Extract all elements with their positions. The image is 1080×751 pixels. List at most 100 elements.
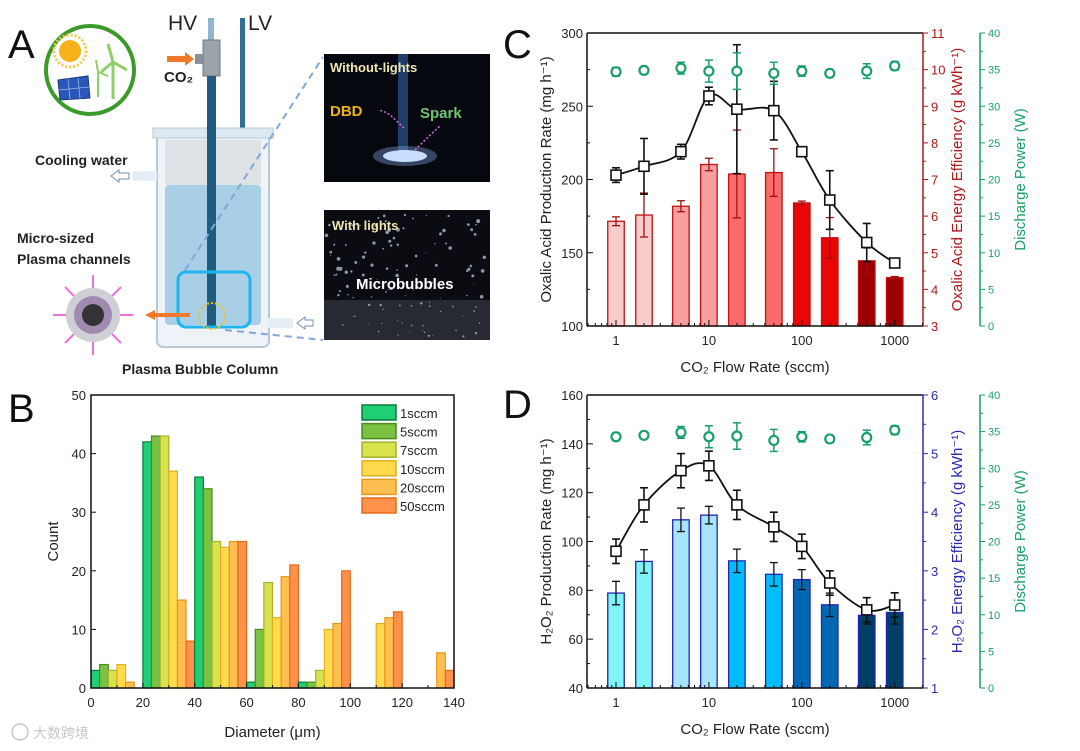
y-axis-title: Oxalic Acid Production Rate (mg h⁻¹)	[538, 56, 555, 302]
y3-tick-label: 30	[988, 101, 1000, 113]
microbubble	[344, 270, 348, 274]
y2-tick-label: 5	[931, 447, 938, 462]
discharge-power-point	[703, 431, 715, 443]
microbubble	[338, 290, 342, 293]
microbubble	[385, 291, 387, 293]
discharge-power-point	[731, 430, 743, 442]
panel-letter-d: D	[503, 383, 532, 427]
microbubble	[359, 283, 363, 286]
x-tick-label: 80	[291, 695, 305, 710]
y2-tick-label: 6	[931, 209, 938, 224]
cooling-water-label: Cooling water	[35, 152, 128, 168]
microbubble	[434, 243, 436, 245]
microbubble	[337, 294, 340, 297]
microbubble	[361, 273, 365, 277]
microbubble	[470, 228, 474, 232]
gas-fitting	[202, 39, 221, 77]
histogram-bar-1sccm	[90, 669, 101, 689]
co2-inlet-arrow-icon	[167, 52, 194, 66]
x-tick-label: 40	[187, 695, 201, 710]
x-tick-label: 100	[791, 695, 813, 710]
y2-tick-label: 10	[931, 63, 945, 78]
microbubble	[388, 241, 390, 243]
discharge-power-point	[796, 65, 808, 77]
histogram-bar-7sccm	[107, 669, 118, 689]
y2-axis-title: Oxalic Acid Energy Efficiency (g kWh⁻¹)	[949, 48, 966, 312]
y-tick-label: 20	[72, 564, 86, 579]
production-rate-point	[731, 499, 743, 511]
microbubble	[347, 293, 349, 296]
x-tick-label: 0	[87, 695, 94, 710]
microbubble	[480, 269, 485, 273]
y3-tick-label: 0	[988, 321, 994, 333]
efficiency-bar	[885, 277, 904, 327]
microbubble	[379, 303, 382, 307]
microbubble	[354, 315, 356, 317]
microbubble	[364, 251, 367, 254]
legend-label-50sccm: 50sccm	[400, 499, 445, 514]
y3-tick-label: 35	[988, 427, 1000, 439]
microbubble	[471, 274, 475, 278]
production-rate-point	[703, 90, 715, 102]
y2-tick-label: 5	[931, 246, 938, 261]
microbubble	[377, 216, 380, 219]
panel-letter-c: C	[503, 23, 532, 67]
cooling-water-out-arrow-icon	[110, 169, 130, 183]
spark-label: Spark	[420, 105, 462, 122]
microbubble	[403, 213, 407, 217]
microbubble	[430, 281, 433, 284]
microbubble	[447, 214, 450, 218]
microbubble	[482, 255, 487, 260]
efficiency-bar	[792, 202, 811, 327]
microbubble	[397, 319, 398, 321]
y-tick-label: 40	[569, 681, 583, 696]
efficiency-bar	[672, 519, 690, 689]
microbubble	[432, 335, 434, 337]
legend-label-5sccm: 5sccm	[400, 425, 438, 440]
legend-label-10sccm: 10sccm	[400, 462, 445, 477]
plasma-bubble-column-caption: Plasma Bubble Column	[122, 361, 278, 377]
production-rate-point	[675, 145, 687, 158]
microbubble	[395, 273, 399, 278]
microbubble	[389, 286, 393, 291]
y-tick-label: 140	[561, 437, 583, 452]
discharge-power-point	[889, 60, 901, 72]
microbubble	[376, 278, 378, 280]
y-tick-label: 150	[561, 246, 583, 261]
microbubble	[329, 250, 333, 254]
production-rate-point	[610, 169, 622, 181]
microbubble	[352, 231, 354, 233]
y3-axis-title: Discharge Power (W)	[1012, 470, 1029, 613]
microbubble	[345, 284, 349, 288]
microbubble	[329, 254, 331, 256]
watermark-logo: 大数跨境	[11, 723, 89, 741]
photo-with-lights: With lights Microbubbles	[324, 210, 490, 340]
histogram-bar-20sccm	[176, 599, 187, 689]
microbubble	[462, 315, 464, 317]
efficiency-bar	[700, 163, 718, 327]
y3-tick-label: 25	[988, 500, 1000, 512]
panel-letters: A B C D	[8, 23, 532, 431]
production-rate-point	[768, 104, 780, 117]
microbubble	[351, 224, 354, 227]
microbubble	[467, 223, 470, 226]
production-rate-point	[731, 103, 743, 115]
lv-label: LV	[248, 12, 272, 35]
x-axis-title: Diameter (μm)	[224, 724, 320, 741]
microbubble	[421, 330, 424, 332]
microbubble	[428, 301, 431, 304]
histogram-bar-5sccm	[202, 488, 213, 689]
microbubble	[402, 227, 405, 230]
microbubble	[448, 246, 452, 250]
histogram-bar-50sccm	[237, 540, 248, 689]
histogram-bar-5sccm	[254, 628, 265, 689]
microbubble	[370, 296, 373, 298]
microbubble	[336, 257, 341, 261]
microbubble	[410, 324, 413, 327]
y-tick-label: 40	[72, 447, 86, 462]
y-tick-label: 60	[569, 632, 583, 647]
efficiency-bar	[727, 560, 746, 689]
x-tick-label: 60	[239, 695, 253, 710]
